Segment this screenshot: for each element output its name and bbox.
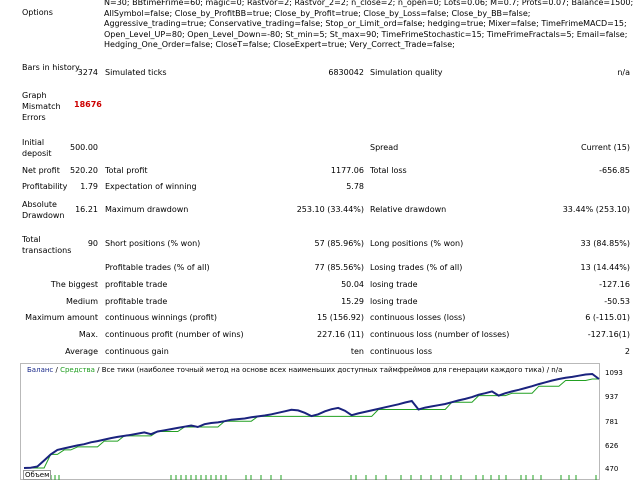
medium-pt-value: 15.29: [341, 297, 364, 306]
biggest-lt-value: -127.16: [599, 280, 630, 289]
balance-chart: Баланс / Средства / Все тики (наиболее т…: [20, 363, 640, 480]
legend-equity: Средства: [60, 366, 95, 374]
chart-header: Баланс / Средства / Все тики (наиболее т…: [27, 366, 562, 374]
deposit-value: 500.00: [70, 143, 98, 152]
losstrades-label: Losing trades (% of all): [370, 263, 463, 272]
biggest-pt-value: 50.04: [341, 280, 364, 289]
totaltrans-label: Total transactions: [22, 235, 72, 255]
avg-l-label: continuous loss: [370, 347, 432, 356]
legend-balance: Баланс: [27, 366, 54, 374]
equity-line: [24, 378, 599, 469]
options-label: Options: [22, 8, 53, 17]
bars-value: 3274: [77, 68, 98, 77]
proftrades-value: 77 (85.56%): [314, 263, 364, 272]
biggest-lt-label: losing trade: [370, 280, 418, 289]
short-label: Short positions (% won): [105, 239, 201, 248]
legend-sep: /: [53, 366, 61, 374]
maxamount-w-label: continuous winnings (profit): [105, 313, 218, 322]
bars-label: Bars in history: [22, 63, 80, 72]
spread-label: Spread: [370, 143, 399, 152]
totalprofit-value: 1177.06: [330, 166, 364, 175]
max-l-value: -127.16(1): [587, 330, 630, 339]
legend-description: / Все тики (наиболее точный метод на осн…: [94, 366, 563, 374]
totaltrans-value: 90: [87, 239, 98, 248]
absdd-label: Absolute Drawdown: [22, 200, 65, 220]
spread-value: Current (15): [580, 143, 630, 152]
expect-label: Expectation of winning: [105, 182, 197, 191]
medium-lt-value: -50.53: [604, 297, 630, 306]
absdd-value: 16.21: [75, 205, 98, 214]
expect-value: 5.78: [346, 182, 364, 191]
ticks-value: 6830042: [328, 68, 364, 77]
profitability-label: Profitability: [22, 182, 68, 191]
avg-l-value: 2: [624, 347, 630, 356]
chart-plot: [23, 372, 600, 480]
biggest-pt-label: profitable trade: [105, 280, 168, 289]
y-tick-label: 1093: [605, 369, 623, 377]
proftrades-label: Profitable trades (% of all): [105, 263, 210, 272]
netprofit-value: 520.20: [70, 166, 98, 175]
quality-value: n/a: [617, 68, 630, 77]
losstrades-value: 13 (14.44%): [580, 263, 630, 272]
long-value: 33 (84.85%): [580, 239, 630, 248]
y-tick-label: 626: [605, 442, 619, 450]
maxdd-label: Maximum drawdown: [105, 205, 189, 214]
maxamount-l-value: 6 (-115.01): [585, 313, 630, 322]
netprofit-label: Net profit: [22, 166, 60, 175]
long-label: Long positions (% won): [370, 239, 464, 248]
mismatch-label: Graph Mismatch Errors: [22, 91, 61, 122]
max-p-label: continuous profit (number of wins): [105, 330, 244, 339]
maxdd-value: 253.10 (33.44%): [296, 205, 364, 214]
ticks-label: Simulated ticks: [105, 68, 167, 77]
maxamount-label: Maximum amount: [25, 313, 98, 322]
balance-line: [23, 372, 600, 469]
biggest-label: The biggest: [50, 280, 98, 289]
profitability-value: 1.79: [80, 182, 98, 191]
max-label: Max.: [78, 330, 98, 339]
chart-frame: Баланс / Средства / Все тики (наиболее т…: [20, 363, 600, 480]
y-tick-label: 937: [605, 393, 619, 401]
mismatch-value: 18676: [74, 100, 102, 109]
totalloss-label: Total loss: [370, 166, 407, 175]
avg-g-value: ten: [350, 347, 364, 356]
totalloss-value: -656.85: [599, 166, 630, 175]
max-l-label: continuous loss (number of losses): [370, 330, 510, 339]
max-p-value: 227.16 (11): [317, 330, 364, 339]
reldd-value: 33.44% (253.10): [562, 205, 630, 214]
avg-label: Average: [65, 347, 98, 356]
avg-g-label: continuous gain: [105, 347, 169, 356]
y-tick-label: 470: [605, 465, 619, 473]
medium-label: Medium: [66, 297, 98, 306]
medium-lt-label: losing trade: [370, 297, 418, 306]
deposit-label: Initial deposit: [22, 138, 52, 158]
short-value: 57 (85.96%): [314, 239, 364, 248]
maxamount-w-value: 15 (156.92): [317, 313, 364, 322]
reldd-label: Relative drawdown: [370, 205, 447, 214]
maxamount-l-label: continuous losses (loss): [370, 313, 466, 322]
quality-label: Simulation quality: [370, 68, 443, 77]
y-tick-label: 781: [605, 418, 619, 426]
totalprofit-label: Total profit: [105, 166, 148, 175]
options-parameters: N=30; BBtimeFrime=60; magic=0; Rastvor=2…: [104, 0, 634, 49]
volume-label: Объем: [23, 470, 52, 480]
medium-pt-label: profitable trade: [105, 297, 168, 306]
